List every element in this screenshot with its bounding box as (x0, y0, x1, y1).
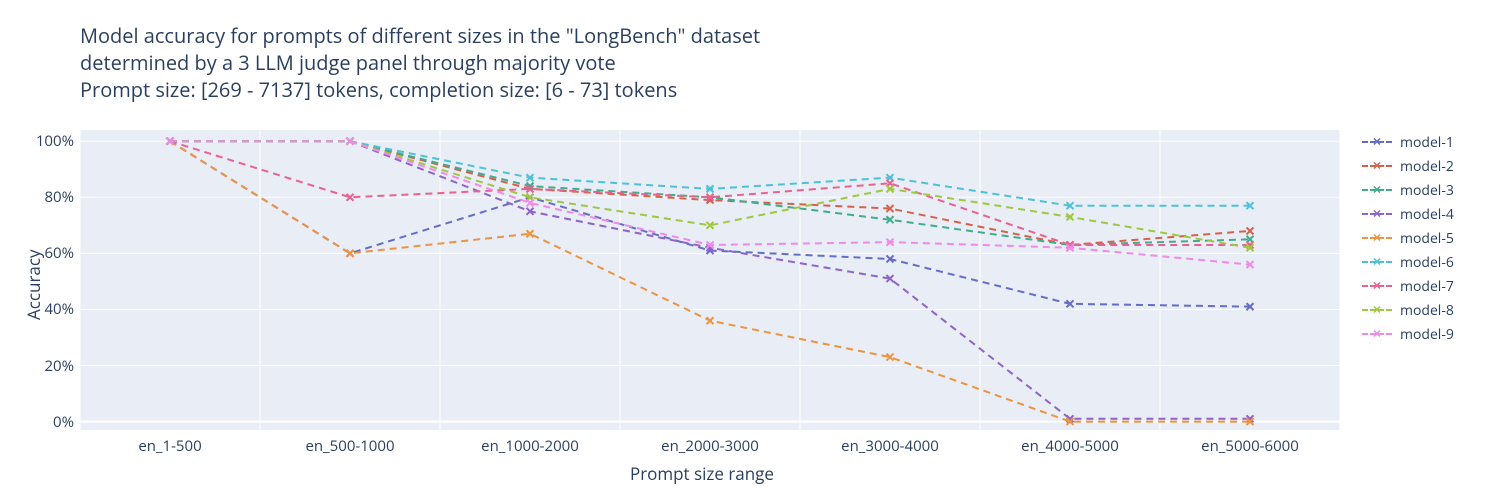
legend-swatch: ✕ (1360, 279, 1394, 293)
legend-item[interactable]: ✕ model-2 (1360, 154, 1454, 178)
legend-item[interactable]: ✕ model-1 (1360, 130, 1454, 154)
x-tick-label: en_2000-3000 (661, 436, 759, 456)
legend-item[interactable]: ✕ model-5 (1360, 226, 1454, 250)
legend-label: model-9 (1400, 325, 1454, 344)
x-tick-label: en_500-1000 (305, 436, 394, 456)
x-marker-icon: ✕ (1372, 137, 1381, 148)
legend-swatch: ✕ (1360, 207, 1394, 221)
x-marker-icon: ✕ (1372, 257, 1381, 268)
x-tick-label: en_3000-4000 (841, 436, 939, 456)
plot-svg (80, 130, 1340, 430)
series-marker[interactable] (1247, 227, 1254, 234)
legend-swatch: ✕ (1360, 183, 1394, 197)
legend-label: model-2 (1400, 157, 1454, 176)
series-line[interactable] (170, 141, 1250, 421)
legend-label: model-7 (1400, 277, 1454, 296)
legend-label: model-3 (1400, 181, 1454, 200)
y-tick-label: 60% (30, 243, 74, 263)
legend-label: model-4 (1400, 205, 1454, 224)
series-marker[interactable] (707, 317, 714, 324)
x-marker-icon: ✕ (1372, 161, 1381, 172)
series-line[interactable] (170, 141, 1250, 248)
legend: ✕ model-1 ✕ model-2 ✕ model-3 ✕ model-4 ✕ model-5… (1360, 130, 1454, 346)
series-line[interactable] (170, 141, 1250, 419)
y-tick-label: 0% (30, 412, 74, 432)
x-marker-icon: ✕ (1372, 209, 1381, 220)
x-tick-label: en_4000-5000 (1021, 436, 1119, 456)
legend-swatch: ✕ (1360, 231, 1394, 245)
legend-label: model-8 (1400, 301, 1454, 320)
legend-item[interactable]: ✕ model-3 (1360, 178, 1454, 202)
legend-item[interactable]: ✕ model-7 (1360, 274, 1454, 298)
x-marker-icon: ✕ (1372, 305, 1381, 316)
x-tick-label: en_1-500 (138, 436, 201, 456)
legend-swatch: ✕ (1360, 159, 1394, 173)
legend-label: model-6 (1400, 253, 1454, 272)
x-axis-label: Prompt size range (630, 462, 774, 485)
y-tick-label: 20% (30, 356, 74, 376)
series-line[interactable] (170, 141, 1250, 245)
chart-container: Model accuracy for prompts of different … (0, 0, 1500, 500)
x-marker-icon: ✕ (1372, 233, 1381, 244)
legend-item[interactable]: ✕ model-4 (1360, 202, 1454, 226)
legend-item[interactable]: ✕ model-9 (1360, 322, 1454, 346)
y-tick-label: 100% (30, 131, 74, 151)
x-tick-label: en_5000-6000 (1201, 436, 1299, 456)
legend-label: model-5 (1400, 229, 1454, 248)
legend-label: model-1 (1400, 133, 1454, 152)
legend-swatch: ✕ (1360, 135, 1394, 149)
legend-swatch: ✕ (1360, 327, 1394, 341)
y-tick-label: 40% (30, 299, 74, 319)
legend-swatch: ✕ (1360, 303, 1394, 317)
x-marker-icon: ✕ (1372, 281, 1381, 292)
x-marker-icon: ✕ (1372, 329, 1381, 340)
x-tick-label: en_1000-2000 (481, 436, 579, 456)
legend-item[interactable]: ✕ model-6 (1360, 250, 1454, 274)
series-line[interactable] (170, 141, 1250, 245)
y-tick-label: 80% (30, 187, 74, 207)
series-line[interactable] (170, 141, 1250, 245)
legend-swatch: ✕ (1360, 255, 1394, 269)
x-marker-icon: ✕ (1372, 185, 1381, 196)
chart-title: Model accuracy for prompts of different … (80, 22, 760, 103)
legend-item[interactable]: ✕ model-8 (1360, 298, 1454, 322)
